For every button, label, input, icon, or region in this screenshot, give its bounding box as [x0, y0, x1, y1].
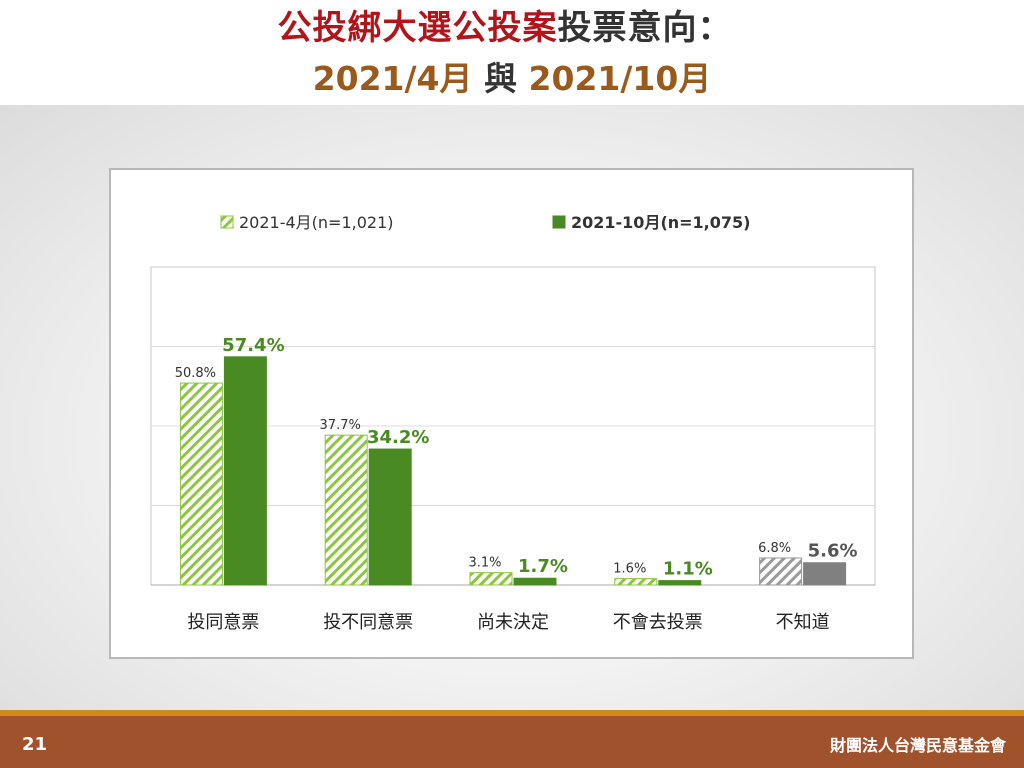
page-number: 21 — [22, 734, 48, 755]
category-label: 尚未決定 — [477, 612, 549, 633]
bar-chart: 2021-4月(n=1,021) 2021-10月(n=1,075) 50.8% 5… — [150, 213, 876, 633]
category-label: 投不同意票 — [323, 612, 413, 633]
bar-apr — [759, 557, 803, 586]
legend-swatch-oct — [552, 215, 566, 229]
data-label-apr: 50.8% — [175, 366, 216, 381]
slide-title-line1: 公投綁大選公投案投票意向： — [0, 6, 1010, 50]
legend-swatch-apr — [220, 215, 234, 229]
data-label-apr: 6.8% — [758, 541, 791, 556]
legend-label-apr: 2021-4月(n=1,021) — [239, 213, 394, 232]
data-label-apr: 3.1% — [468, 556, 501, 571]
bar-apr — [324, 434, 368, 586]
title-conjunction: 與 — [472, 59, 529, 98]
bar-oct — [513, 577, 557, 586]
bar-oct — [368, 448, 412, 586]
slide-title-line2: 2021/4月 與 2021/10月 — [0, 58, 1024, 100]
category-label: 不知道 — [776, 612, 830, 633]
footer-bar: 21 財團法人台灣民意基金會 — [0, 710, 1024, 768]
data-label-oct: 5.6% — [808, 541, 858, 562]
bar-apr — [469, 572, 513, 586]
data-label-apr: 37.7% — [320, 418, 361, 433]
bar-oct — [658, 580, 702, 586]
bar-oct — [223, 356, 267, 586]
category-label: 不會去投票 — [613, 612, 703, 633]
legend-label-oct: 2021-10月(n=1,075) — [571, 213, 750, 232]
data-label-oct: 1.1% — [663, 559, 713, 580]
title-date-oct: 2021/10月 — [528, 59, 712, 98]
bar-apr — [614, 578, 658, 586]
title-highlight: 公投綁大選公投案 — [277, 8, 558, 48]
data-label-oct: 34.2% — [367, 427, 429, 448]
bar-apr — [179, 382, 223, 586]
category-label: 投同意票 — [187, 612, 259, 633]
data-label-oct: 1.7% — [518, 556, 568, 577]
data-label-oct: 57.4% — [222, 335, 284, 356]
bar-oct — [803, 562, 847, 586]
title-date-apr: 2021/4月 — [312, 59, 473, 98]
chart-container: 2021-4月(n=1,021) 2021-10月(n=1,075) 50.8% 5… — [109, 168, 914, 659]
title-rest: 投票意向： — [557, 8, 733, 48]
organization-name: 財團法人台灣民意基金會 — [829, 736, 1006, 755]
data-label-apr: 1.6% — [613, 562, 646, 577]
